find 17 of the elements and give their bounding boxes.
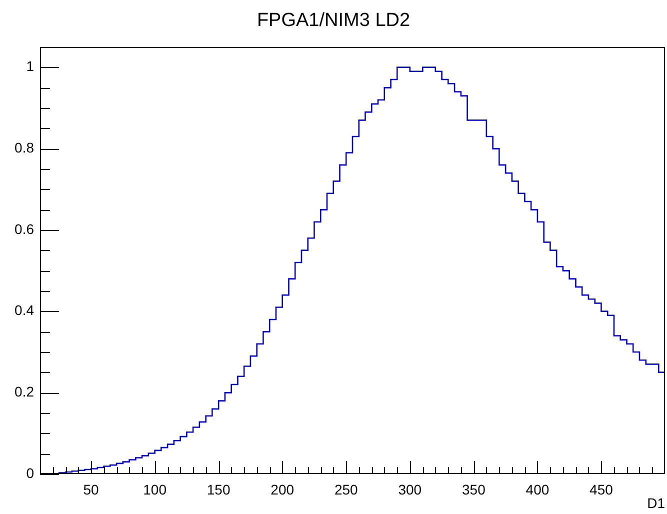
x-tick-label: 100 xyxy=(143,481,167,498)
x-tick-label: 450 xyxy=(590,481,614,498)
x-tick-label: 250 xyxy=(334,481,358,498)
x-tick-label: 200 xyxy=(270,481,294,498)
x-tick-label: 400 xyxy=(526,481,550,498)
y-tick-label: 0.4 xyxy=(14,302,34,318)
y-tick-label: 0.6 xyxy=(14,220,34,237)
y-tick-label: 1 xyxy=(26,58,34,74)
x-tick-label: 50 xyxy=(83,481,100,498)
y-tick-label: 0.2 xyxy=(14,384,34,400)
y-tick-label: 0 xyxy=(26,464,34,481)
chart-title: FPGA1/NIM3 LD2 xyxy=(256,10,410,32)
x-axis-title: D1 xyxy=(647,494,666,511)
y-tick-label: 0.8 xyxy=(14,140,34,156)
x-tick-label: 150 xyxy=(206,481,230,498)
x-tick-label: 300 xyxy=(398,481,422,498)
x-tick-label: 350 xyxy=(462,481,486,498)
